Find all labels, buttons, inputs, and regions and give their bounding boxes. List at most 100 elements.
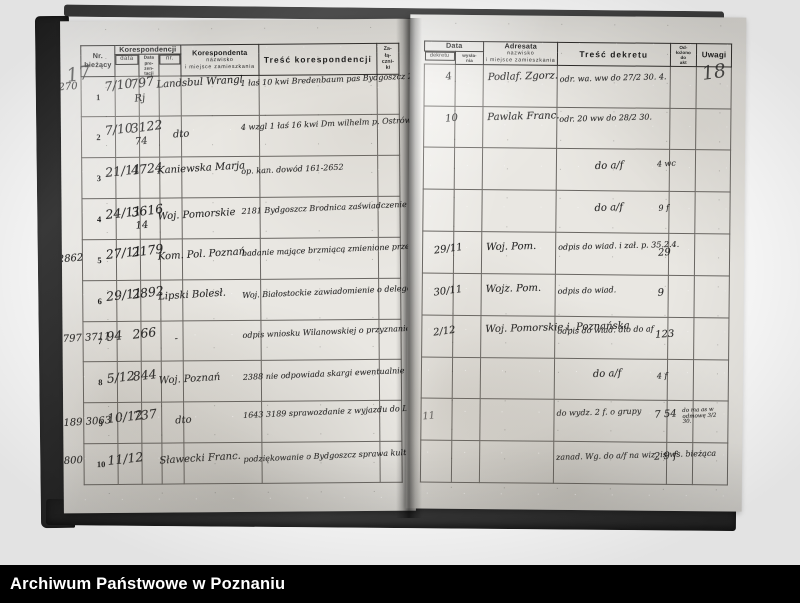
margin-note: 2862 bbox=[60, 252, 84, 266]
caption-bar: Archiwum Państwowe w Poznaniu bbox=[0, 565, 800, 603]
ink-data-wyslania: 11 bbox=[421, 410, 436, 423]
ink-korespondencji-data: 94 bbox=[105, 327, 124, 344]
cell-adresat bbox=[480, 399, 555, 442]
cell-tresc bbox=[261, 359, 380, 402]
cell-zalaczniki bbox=[377, 155, 400, 197]
cell-data-dekretu bbox=[420, 440, 452, 483]
ink-korespondencji-data: 5/12 bbox=[105, 367, 136, 386]
ink-odlozono: 9 bbox=[657, 287, 665, 299]
col-header-korespondencji-data: data bbox=[115, 55, 139, 65]
cell-adresat bbox=[482, 189, 557, 233]
cell-data-wyslania bbox=[454, 64, 484, 107]
cell-uwagi bbox=[693, 359, 729, 402]
ink-tresc-dekretu: do a/f bbox=[594, 201, 624, 215]
cell-korespondent bbox=[182, 319, 262, 362]
cell-data-dekretu bbox=[422, 189, 454, 232]
ink-odlozono: 7 54 bbox=[654, 408, 678, 421]
table-row bbox=[420, 440, 728, 486]
col-header-zalaczniki: Za- łą- czni- ki bbox=[376, 43, 399, 75]
cell-adresat bbox=[480, 357, 555, 400]
ink-odlozono: 4 wc bbox=[656, 158, 677, 169]
cell-data-wyslania bbox=[453, 189, 483, 232]
cell-data-dekretu bbox=[421, 356, 453, 399]
col-header-data-wyslania: wysła- nia bbox=[455, 51, 484, 65]
cell-data-wyslania bbox=[453, 147, 483, 190]
col-header-odlozono-do-akt: Od- łożono do akt bbox=[669, 43, 697, 67]
col-header-adresata-group: Adresata nazwisko i miejsce zamieszkania bbox=[483, 41, 558, 66]
left-page-sheet: 17 Nr. bieżący Korespondencji bbox=[60, 18, 416, 514]
scan-canvas: 17 Nr. bieżący Korespondencji bbox=[0, 0, 800, 565]
cell-tresc bbox=[260, 278, 379, 320]
cell-adresat bbox=[479, 440, 554, 484]
cell-tresc-dekretu bbox=[555, 232, 669, 276]
folio-number-right: 18 bbox=[700, 59, 728, 85]
ink-korespondent-nazwisko: dto bbox=[174, 414, 192, 427]
col-header-korespondenta-title: Korespondenta bbox=[192, 47, 248, 58]
col-header-data-dekretu: dekretu bbox=[424, 52, 455, 62]
col-header-zalaczniki-l2: łą- bbox=[384, 52, 392, 59]
table-row bbox=[424, 63, 732, 109]
col-header-tresc-korespondencji: Treść korespondencji bbox=[258, 43, 377, 75]
ink-adresat: Woj. Pom. bbox=[485, 240, 537, 254]
col-header-korespondencji-group: Korespondencji bbox=[114, 44, 181, 55]
col-header-adresata-title: Adresata bbox=[504, 41, 537, 51]
table-row bbox=[421, 356, 729, 402]
cell-odlozono bbox=[668, 191, 696, 234]
col-header-odlozono-l4: akt bbox=[679, 59, 687, 65]
ink-korespondent-nazwisko: dto bbox=[172, 128, 190, 141]
ink-adresat: Podlaf. Zgorz. bbox=[487, 70, 559, 84]
cell-uwagi bbox=[694, 275, 730, 318]
col-header-data-group: Data bbox=[424, 41, 484, 53]
caption-text: Archiwum Państwowe w Poznaniu bbox=[10, 574, 286, 593]
ink-tresc-dekretu: do a/f bbox=[592, 367, 622, 381]
ink-korespondencji-data: 7/10 bbox=[104, 119, 134, 138]
ink-tresc-dekretu: odpis do wiad. bbox=[557, 285, 617, 296]
cell-odlozono bbox=[669, 107, 697, 151]
cell-uwagi bbox=[694, 191, 731, 235]
right-page: 18 Data Adresata nazwisko i bbox=[405, 14, 747, 512]
cell-data-dekretu bbox=[423, 147, 455, 190]
margin-note: 3800 bbox=[60, 454, 84, 468]
ink-data-wyslania: 10 bbox=[444, 112, 459, 125]
table-row bbox=[422, 189, 731, 235]
cell-tresc-dekretu bbox=[555, 274, 668, 318]
col-header-tresc-dekretu: Treść dekretu bbox=[557, 42, 671, 67]
cell-data-wyslania bbox=[451, 440, 481, 483]
ink-korespondencji-prezentacji: 737 bbox=[132, 405, 158, 424]
cell-odlozono bbox=[668, 149, 696, 192]
right-page-sheet: 18 Data Adresata nazwisko i bbox=[405, 14, 747, 512]
cell-data-wyslania bbox=[451, 356, 481, 400]
ink-korespondent-nazwisko: - bbox=[174, 333, 179, 345]
cell-tresc bbox=[259, 155, 378, 198]
col-header-korespondenta-sub2: i miejsce zamieszkania bbox=[185, 63, 255, 71]
ink-adresat: Wojz. Pom. bbox=[485, 282, 542, 296]
ink-odlozono: 2 9 f bbox=[653, 450, 678, 463]
folio-number-left: 17 bbox=[65, 61, 93, 87]
ink-korespondencji-prezentacji-2: 74 bbox=[134, 135, 149, 148]
col-header-adresata-sub2: i miejsce zamieszkania bbox=[485, 57, 556, 64]
cell-nr bbox=[160, 320, 184, 362]
table-row bbox=[422, 231, 730, 276]
col-header-korespondencji-nr: nr. bbox=[159, 54, 181, 65]
ink-odlozono: 9 f bbox=[658, 203, 670, 213]
col-header-zalaczniki-l3: czni- bbox=[381, 58, 395, 65]
ink-odlozono: 4 f bbox=[656, 371, 668, 381]
ink-odlozono: 123 bbox=[654, 328, 675, 341]
cell-adresat bbox=[482, 147, 557, 191]
cell-odlozono bbox=[669, 66, 697, 109]
cell-data-wyslania bbox=[451, 398, 481, 441]
ink-adresat: Pawlak Franc. bbox=[487, 110, 560, 124]
cell-data-wyslania bbox=[452, 315, 482, 358]
table-row bbox=[423, 105, 731, 151]
table-row bbox=[423, 147, 731, 193]
cell-korespondent bbox=[183, 401, 262, 443]
ink-odlozono: 29 bbox=[657, 247, 672, 259]
cell-uwagi bbox=[693, 317, 729, 360]
col-header-zalaczniki-l1: Za- bbox=[383, 46, 392, 53]
ink-data-wyslania: 4 bbox=[444, 70, 453, 83]
cell-tresc-dekretu bbox=[553, 399, 667, 443]
cell-uwagi bbox=[695, 150, 731, 193]
col-header-zalaczniki-l4: ki bbox=[385, 64, 391, 71]
cell-data-wyslania bbox=[454, 105, 484, 148]
left-page: 17 Nr. bieżący Korespondencji bbox=[60, 18, 416, 514]
